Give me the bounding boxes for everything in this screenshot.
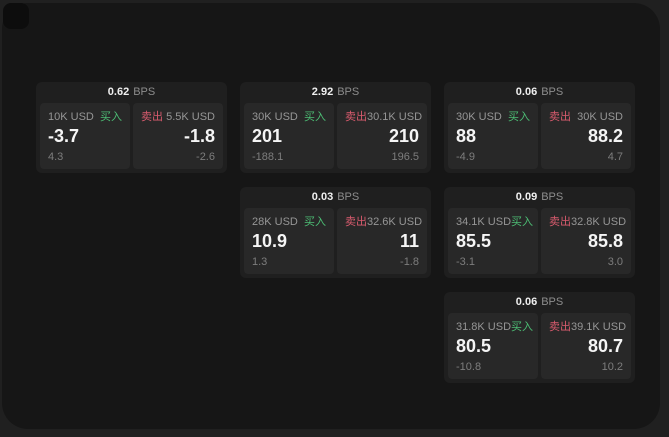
spread-value: 0.06 [515, 296, 538, 308]
quote-card: 0.62 BPS 10K USD 买入 -3.7 4.3 卖出 5.5K USD [36, 82, 227, 173]
sell-delta: 196.5 [391, 151, 419, 163]
spread-header: 0.06 BPS [448, 82, 631, 103]
sell-tile[interactable]: 卖出 5.5K USD -1.8 -2.6 [133, 103, 223, 169]
quote-card: 0.06 BPS 31.8K USD 买入 80.5 -10.8 卖出 39.1… [444, 292, 635, 383]
buy-size: 28K USD [252, 216, 298, 228]
buy-tile[interactable]: 30K USD 买入 88 -4.9 [448, 103, 538, 169]
sell-side-label: 卖出 [549, 321, 571, 333]
spread-value: 2.92 [311, 86, 334, 98]
sell-price: 80.7 [587, 336, 623, 356]
buy-tile[interactable]: 28K USD 买入 10.9 1.3 [244, 208, 334, 274]
buy-side-label: 买入 [304, 111, 326, 123]
buy-delta: -4.9 [456, 151, 475, 163]
sell-delta: -1.8 [400, 256, 419, 268]
sell-tile[interactable]: 卖出 32.6K USD 11 -1.8 [337, 208, 427, 274]
buy-size: 10K USD [48, 111, 94, 123]
sell-tile[interactable]: 卖出 39.1K USD 80.7 10.2 [541, 313, 631, 379]
buy-delta: 4.3 [48, 151, 64, 163]
buy-size: 31.8K USD [456, 321, 512, 333]
sell-delta: 3.0 [607, 256, 623, 268]
spread-unit: BPS [541, 86, 564, 98]
spread-unit: BPS [337, 191, 360, 203]
spread-unit: BPS [133, 86, 156, 98]
sell-tile[interactable]: 卖出 30K USD 88.2 4.7 [541, 103, 631, 169]
spread-value: 0.06 [515, 86, 538, 98]
spread-unit: BPS [541, 191, 564, 203]
buy-side-label: 买入 [511, 321, 534, 333]
app-logo-icon[interactable] [3, 3, 29, 29]
sell-side-label: 卖出 [141, 111, 163, 123]
sell-size: 32.6K USD [367, 216, 423, 228]
buy-tile[interactable]: 31.8K USD 买入 80.5 -10.8 [448, 313, 538, 379]
buy-size: 30K USD [456, 111, 502, 123]
buy-delta: -10.8 [456, 361, 482, 373]
buy-side-label: 买入 [508, 111, 530, 123]
buy-price: 201 [252, 126, 283, 146]
buy-side-label: 买入 [511, 216, 534, 228]
sell-tile[interactable]: 卖出 30.1K USD 210 196.5 [337, 103, 427, 169]
sell-side-label: 卖出 [549, 216, 571, 228]
spread-value: 0.03 [311, 191, 334, 203]
sell-size: 30K USD [577, 111, 623, 123]
buy-delta: -3.1 [456, 256, 475, 268]
spread-header: 2.92 BPS [244, 82, 427, 103]
sell-size: 30.1K USD [367, 111, 423, 123]
sell-price: -1.8 [183, 126, 215, 146]
spread-value: 0.09 [515, 191, 538, 203]
buy-price: 88 [456, 126, 477, 146]
spread-header: 0.62 BPS [40, 82, 223, 103]
spread-unit: BPS [337, 86, 360, 98]
spread-header: 0.06 BPS [448, 292, 631, 313]
sell-price: 210 [388, 126, 419, 146]
buy-size: 30K USD [252, 111, 298, 123]
sell-delta: -2.6 [196, 151, 215, 163]
quote-cards-grid: 0.62 BPS 10K USD 买入 -3.7 4.3 卖出 5.5K USD [36, 82, 635, 383]
sell-price: 88.2 [587, 126, 623, 146]
sell-size: 39.1K USD [571, 321, 627, 333]
buy-price: 85.5 [456, 231, 492, 251]
sell-side-label: 卖出 [549, 111, 571, 123]
sell-tile[interactable]: 卖出 32.8K USD 85.8 3.0 [541, 208, 631, 274]
quote-card: 0.06 BPS 30K USD 买入 88 -4.9 卖出 30K USD [444, 82, 635, 173]
buy-side-label: 买入 [304, 216, 326, 228]
sell-price: 11 [399, 231, 419, 251]
spread-unit: BPS [541, 296, 564, 308]
quote-card: 0.03 BPS 28K USD 买入 10.9 1.3 卖出 32.6K US… [240, 187, 431, 278]
buy-delta: 1.3 [252, 256, 268, 268]
sell-price: 85.8 [587, 231, 623, 251]
buy-price: 80.5 [456, 336, 492, 356]
sell-side-label: 卖出 [345, 216, 367, 228]
buy-tile[interactable]: 30K USD 买入 201 -188.1 [244, 103, 334, 169]
buy-price: -3.7 [48, 126, 80, 146]
sell-size: 5.5K USD [166, 111, 215, 123]
buy-tile[interactable]: 34.1K USD 买入 85.5 -3.1 [448, 208, 538, 274]
sell-delta: 10.2 [601, 361, 623, 373]
quote-card: 0.09 BPS 34.1K USD 买入 85.5 -3.1 卖出 32.8K… [444, 187, 635, 278]
sell-size: 32.8K USD [571, 216, 627, 228]
sell-delta: 4.7 [607, 151, 623, 163]
buy-side-label: 买入 [100, 111, 122, 123]
spread-header: 0.03 BPS [244, 187, 427, 208]
spread-value: 0.62 [107, 86, 130, 98]
quote-card: 2.92 BPS 30K USD 买入 201 -188.1 卖出 30.1K … [240, 82, 431, 173]
buy-tile[interactable]: 10K USD 买入 -3.7 4.3 [40, 103, 130, 169]
sell-side-label: 卖出 [345, 111, 367, 123]
buy-delta: -188.1 [252, 151, 284, 163]
buy-size: 34.1K USD [456, 216, 512, 228]
buy-price: 10.9 [252, 231, 288, 251]
spread-header: 0.09 BPS [448, 187, 631, 208]
